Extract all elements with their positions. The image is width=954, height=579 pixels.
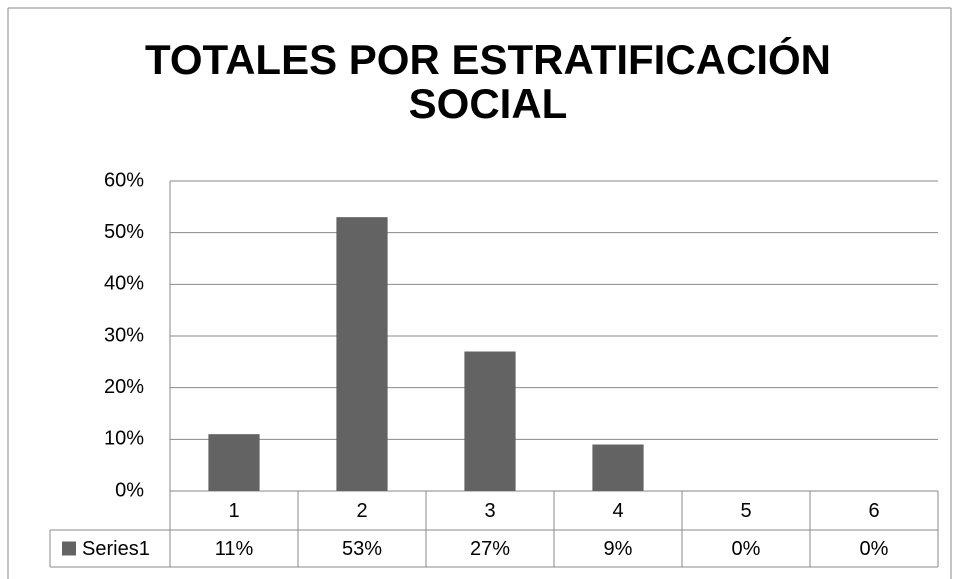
y-tick-label: 0%	[115, 479, 144, 501]
y-tick-label: 30%	[104, 324, 144, 346]
bar	[592, 444, 644, 491]
y-tick-label: 60%	[104, 169, 144, 191]
chart-title: TOTALES POR ESTRATIFICACIÓN SOCIAL	[144, 36, 831, 127]
x-tick-label: 6	[868, 500, 879, 522]
data-label: 11%	[215, 538, 254, 560]
legend-key	[62, 541, 76, 556]
data-label: 0%	[860, 538, 889, 560]
x-tick-label: 5	[740, 500, 751, 522]
y-tick-label: 20%	[104, 376, 144, 398]
x-tick-label: 2	[356, 500, 367, 522]
x-tick-label: 3	[484, 500, 495, 522]
y-tick-label: 40%	[104, 273, 144, 295]
data-label: 0%	[732, 538, 761, 560]
data-label: 9%	[604, 538, 633, 560]
y-tick-label: 10%	[104, 428, 144, 450]
x-tick-label: 1	[228, 500, 239, 522]
data-label: 27%	[470, 538, 510, 560]
legend-label: Series1	[82, 538, 150, 560]
bar	[464, 351, 516, 491]
y-tick-label: 50%	[104, 221, 144, 243]
bar	[336, 217, 388, 491]
data-label: 53%	[342, 538, 382, 560]
x-tick-label: 4	[612, 500, 623, 522]
bar	[208, 434, 260, 491]
